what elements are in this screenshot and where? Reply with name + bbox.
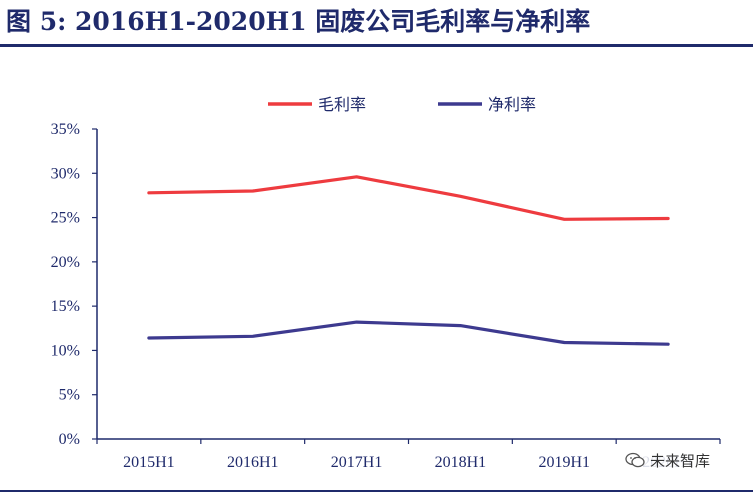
y-tick-label: 10%: [51, 342, 80, 359]
x-tick-label: 2016H1: [227, 454, 279, 471]
watermark: 未来智库: [622, 448, 714, 472]
bottom-divider: [0, 490, 753, 492]
x-tick-label: 2015H1: [123, 454, 175, 471]
y-tick-label: 15%: [51, 298, 80, 315]
watermark-text: 未来智库: [650, 451, 711, 470]
x-tick-label: 2018H1: [435, 454, 487, 471]
chart-legend: 毛利率 净利率: [268, 95, 536, 114]
chart-axes: 0% 5% 10% 15% 20% 25% 30% 35% 2015H1 2016H1 2017H1…: [51, 121, 721, 471]
y-tick-label: 30%: [51, 165, 80, 182]
y-tick-label: 5%: [59, 387, 80, 404]
y-tick-label: 25%: [51, 210, 80, 227]
x-tick-label: 2017H1: [331, 454, 383, 471]
chart-series: [147, 175, 670, 346]
chart-title: 图 5: 2016H1-2020H1 固废公司毛利率与净利率: [6, 7, 591, 36]
title-divider: [0, 44, 753, 47]
y-tick-label: 35%: [51, 121, 80, 138]
y-tick-label: 0%: [59, 431, 80, 448]
legend-label: 毛利率: [318, 95, 366, 114]
x-tick-label: 2019H1: [538, 454, 590, 471]
net-margin-line: [147, 320, 670, 346]
wechat-icon: [625, 452, 645, 468]
gross-margin-line: [147, 175, 670, 221]
legend-label: 净利率: [488, 95, 536, 114]
y-tick-label: 20%: [51, 254, 80, 271]
